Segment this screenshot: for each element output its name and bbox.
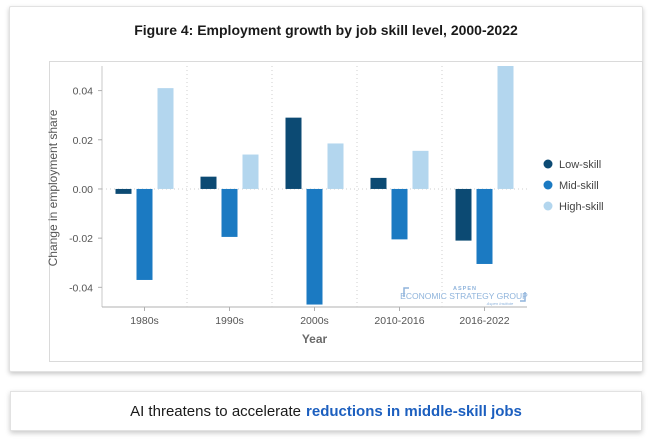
watermark-bracket-left [403, 287, 409, 297]
watermark-line2: ECONOMIC STRATEGY GROUP [400, 291, 528, 301]
watermark-bracket-right [520, 292, 526, 302]
y-tick-label: 0.04 [73, 86, 94, 98]
bar-mid-skill [221, 188, 238, 237]
chart-title: Figure 4: Employment growth by job skill… [134, 22, 518, 38]
x-tick-label: 2010-2016 [374, 315, 424, 327]
legend-marker-high-skill [543, 201, 553, 211]
bar-mid-skill [476, 188, 493, 264]
bar-high-skill [497, 66, 514, 189]
plot-frame [49, 61, 643, 362]
bar-high-skill [157, 88, 174, 189]
legend-label: Low-skill [559, 159, 601, 171]
banner-highlight: reductions in middle-skill jobs [306, 402, 522, 420]
bar-high-skill [412, 150, 429, 189]
x-tick-label: 2000s [300, 315, 329, 327]
bar-low-skill [115, 188, 132, 194]
bar-mid-skill [391, 188, 408, 240]
bar-low-skill [285, 117, 302, 189]
y-tick-label: -0.02 [69, 233, 93, 245]
caption-banner: AI threatens to accelerate reductions in… [10, 391, 642, 431]
x-tick-label: 2016-2022 [459, 315, 509, 327]
y-tick-label: 0.02 [73, 135, 94, 147]
watermark-line1: ASPEN [453, 286, 477, 292]
bar-low-skill [200, 176, 217, 189]
legend-marker-mid-skill [543, 180, 553, 190]
bar-high-skill [327, 143, 344, 189]
banner-text: AI threatens to accelerate [130, 402, 302, 420]
bar-mid-skill [136, 188, 153, 280]
y-tick-label: -0.04 [69, 282, 93, 294]
bar-low-skill [455, 188, 472, 241]
bar-high-skill [242, 154, 259, 189]
y-tick-label: 0.00 [73, 184, 94, 196]
x-tick-label: 1980s [130, 315, 159, 327]
bar-mid-skill [306, 188, 323, 305]
watermark-line3: Aspen Institute [486, 301, 514, 306]
x-axis-label: Year [302, 332, 328, 346]
bar-low-skill [370, 177, 387, 189]
y-axis-label: Change in employment share [46, 109, 60, 266]
legend-label: Mid-skill [559, 180, 599, 192]
legend-label: High-skill [559, 201, 604, 213]
legend-marker-low-skill [543, 159, 553, 169]
x-tick-label: 1990s [215, 315, 244, 327]
